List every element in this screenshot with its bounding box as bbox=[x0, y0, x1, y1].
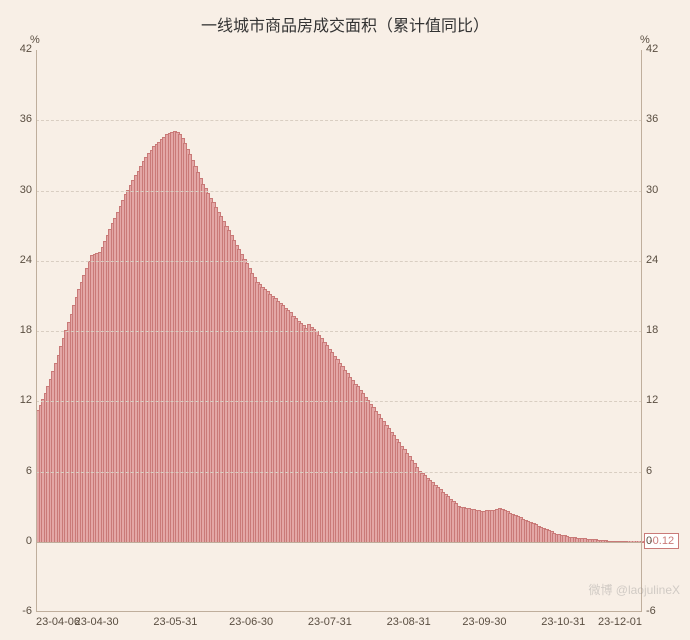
gridline bbox=[36, 401, 642, 402]
x-tick-label: 23-06-30 bbox=[229, 616, 273, 628]
y-tick-label-right: 30 bbox=[646, 184, 658, 196]
y-tick-label-right: 24 bbox=[646, 254, 658, 266]
x-tick-label: 23-04-06 bbox=[36, 616, 80, 628]
y-tick-label-right: 12 bbox=[646, 394, 658, 406]
y-tick-label-right: 0 bbox=[646, 535, 652, 547]
gridline bbox=[36, 331, 642, 332]
axis-line bbox=[641, 50, 642, 612]
y-tick-label-right: 42 bbox=[646, 43, 658, 55]
gridline bbox=[36, 261, 642, 262]
chart-title: 一线城市商品房成交面积（累计值同比） bbox=[0, 12, 690, 36]
y-tick-label-left: 6 bbox=[26, 465, 32, 477]
chart-container: 一线城市商品房成交面积（累计值同比） % % -0.12 微博 @laojuli… bbox=[0, 0, 690, 640]
gridline bbox=[36, 191, 642, 192]
y-tick-label-right: 6 bbox=[646, 465, 652, 477]
y-tick-label-right: 18 bbox=[646, 324, 658, 336]
x-tick-label: 23-12-01 bbox=[598, 616, 642, 628]
y-tick-label-left: 0 bbox=[26, 535, 32, 547]
watermark-text: 微博 @laojulineX bbox=[588, 581, 680, 598]
y-tick-label-right: -6 bbox=[646, 605, 656, 617]
x-tick-label: 23-07-31 bbox=[308, 616, 352, 628]
plot-area bbox=[36, 50, 642, 612]
y-tick-label-left: 18 bbox=[20, 324, 32, 336]
x-tick-label: 23-08-31 bbox=[387, 616, 431, 628]
x-tick-label: 23-10-31 bbox=[541, 616, 585, 628]
y-tick-label-right: 36 bbox=[646, 113, 658, 125]
axis-line bbox=[36, 611, 642, 612]
x-tick-label: 23-09-30 bbox=[462, 616, 506, 628]
y-tick-label-left: 42 bbox=[20, 43, 32, 55]
y-tick-label-left: 36 bbox=[20, 113, 32, 125]
gridline bbox=[36, 472, 642, 473]
axis-line bbox=[36, 50, 37, 612]
y-tick-label-left: 30 bbox=[20, 184, 32, 196]
x-tick-label: 23-05-31 bbox=[153, 616, 197, 628]
gridline bbox=[36, 120, 642, 121]
zero-baseline bbox=[36, 542, 642, 543]
x-tick-label: 23-04-30 bbox=[75, 616, 119, 628]
y-tick-label-left: 24 bbox=[20, 254, 32, 266]
y-tick-label-left: -6 bbox=[22, 605, 32, 617]
y-tick-label-left: 12 bbox=[20, 394, 32, 406]
